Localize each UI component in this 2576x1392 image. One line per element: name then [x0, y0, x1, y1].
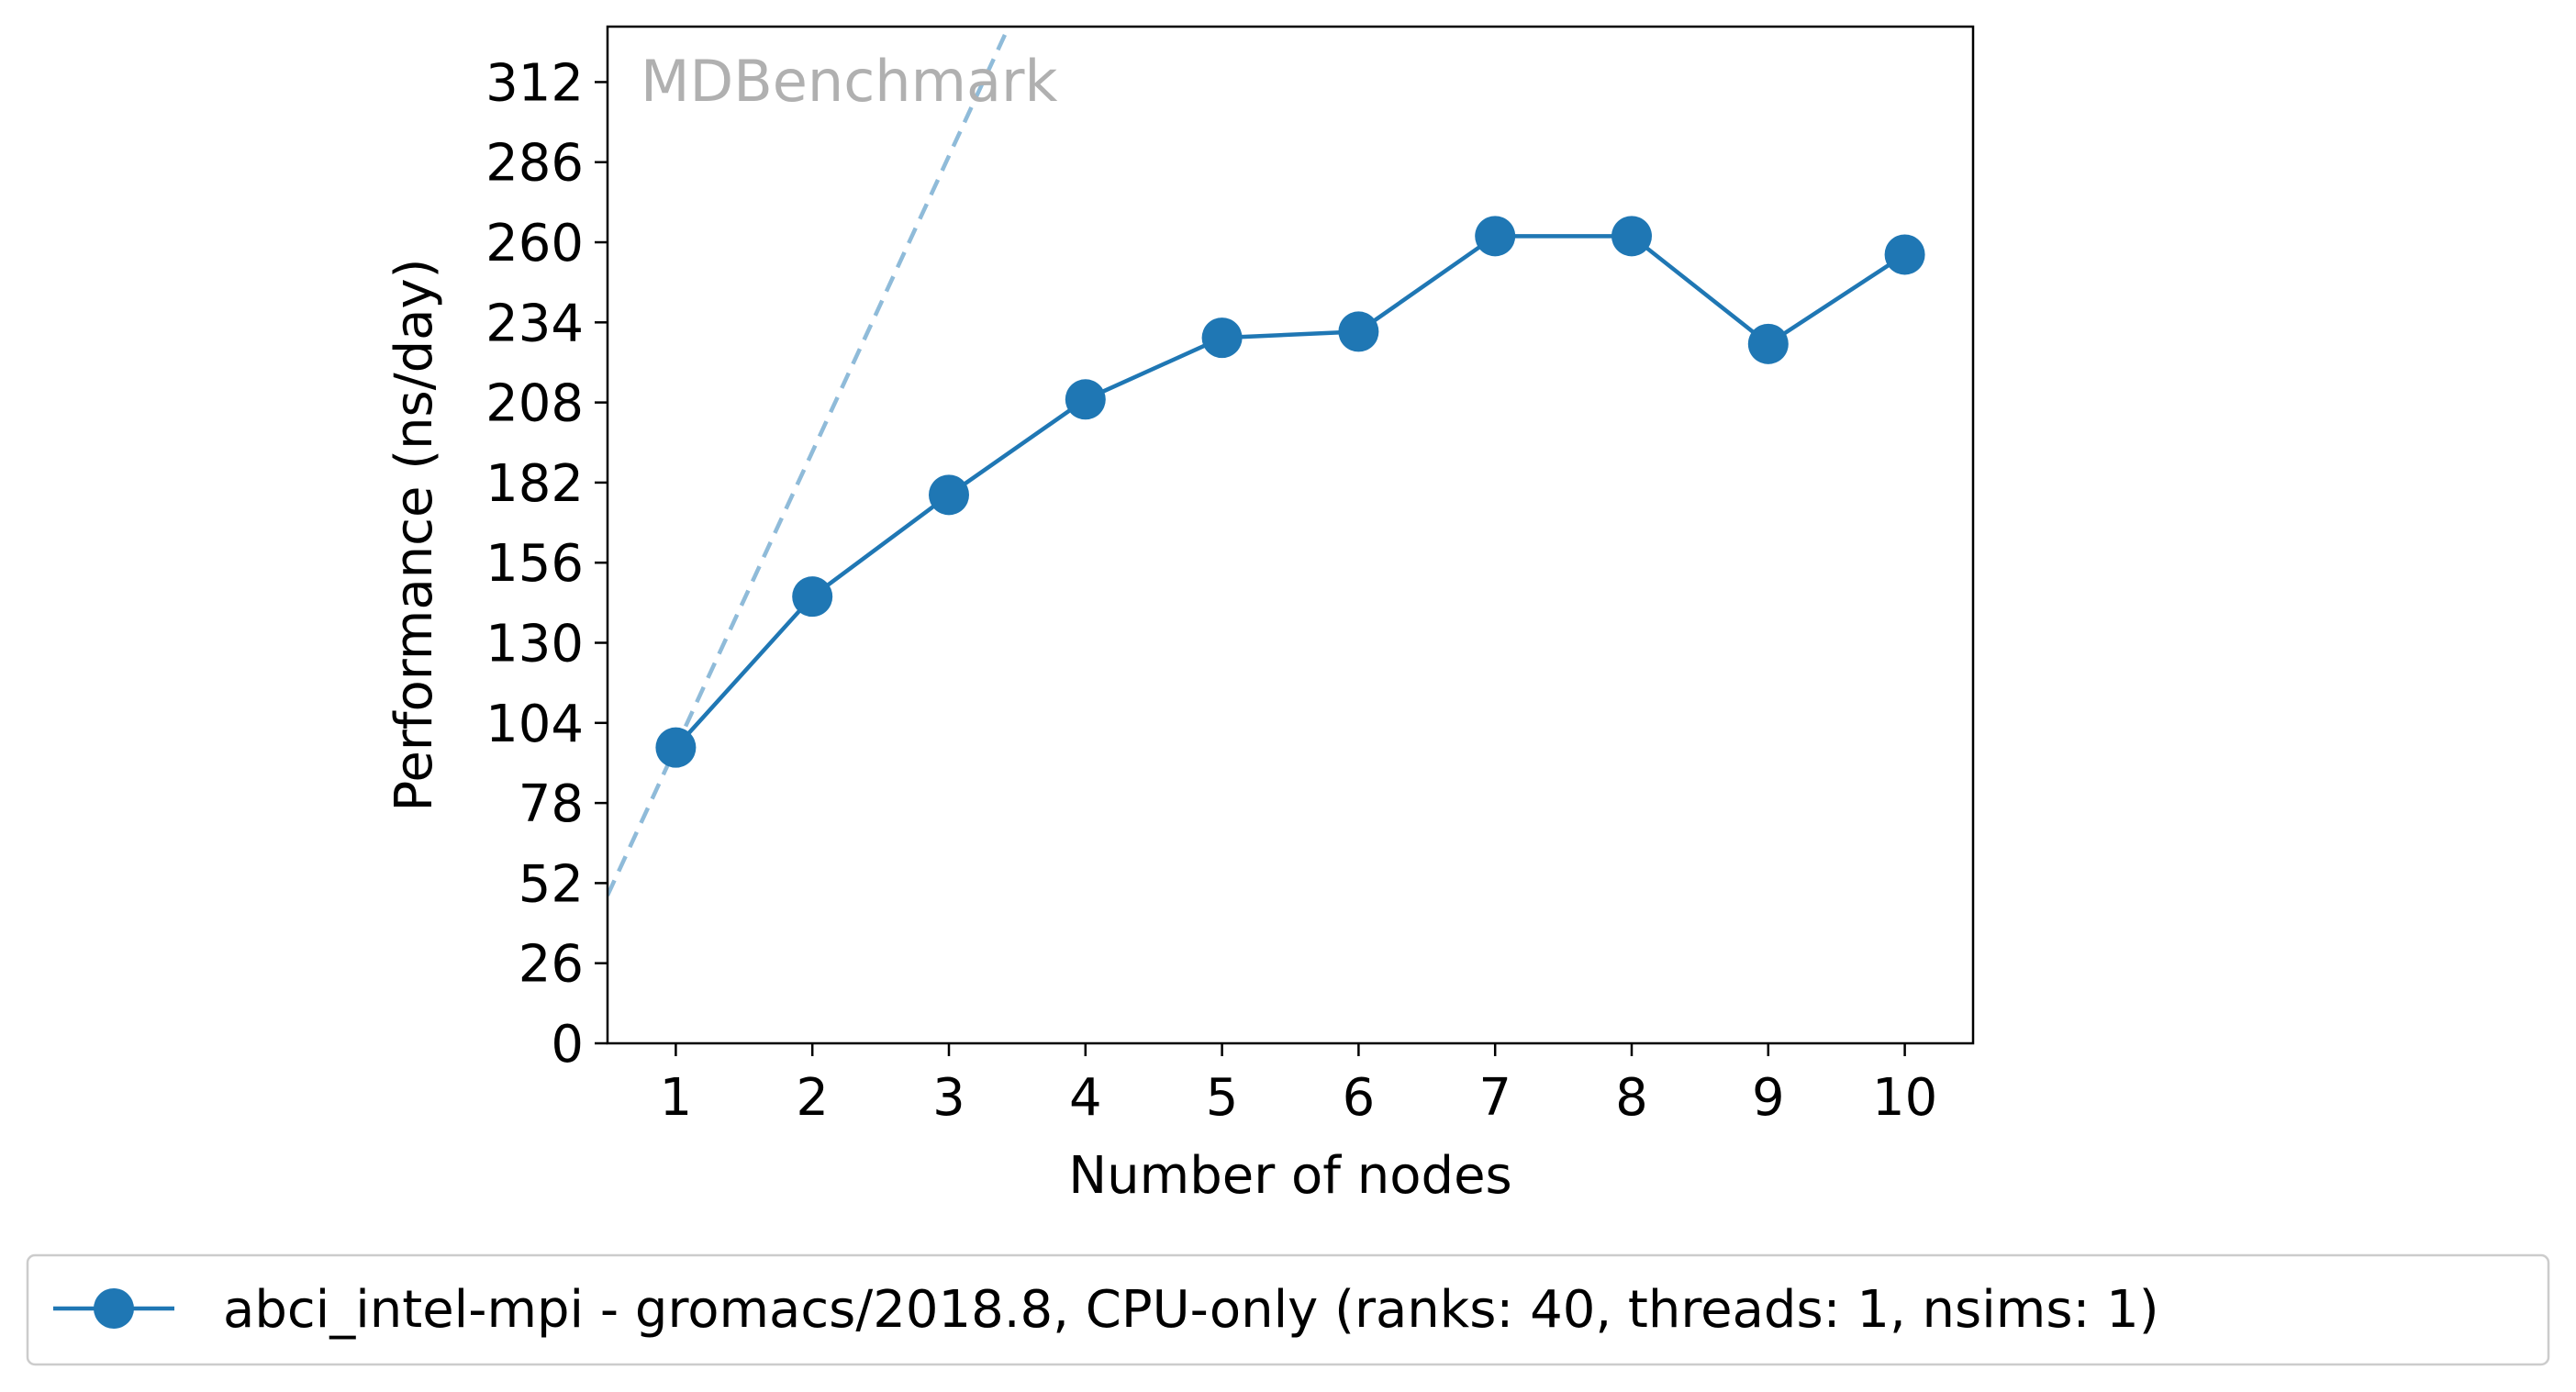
data-point [1338, 311, 1379, 352]
series-line [674, 234, 1906, 750]
y-tick-label: 52 [519, 854, 584, 914]
x-tick-label: 6 [1343, 1068, 1376, 1128]
x-tick-label: 8 [1615, 1068, 1648, 1128]
y-tick-label: 234 [485, 294, 584, 353]
x-tick-label: 1 [660, 1068, 693, 1128]
y-tick-label: 208 [485, 374, 584, 434]
y-tick-label: 182 [485, 454, 584, 514]
data-point [1747, 323, 1789, 364]
x-tick-label: 4 [1069, 1068, 1102, 1128]
y-tick-label: 260 [485, 214, 584, 273]
legend-frame [26, 1253, 2550, 1366]
y-tick-label: 0 [551, 1015, 584, 1075]
x-tick-label: 10 [1872, 1068, 1937, 1128]
legend: abci_intel-mpi - gromacs/2018.8, CPU-onl… [26, 1253, 2550, 1366]
plot-area [608, 27, 1973, 1043]
x-axis-title: Number of nodes [1068, 1146, 1511, 1206]
legend-entry-label: abci_intel-mpi - gromacs/2018.8, CPU-onl… [223, 1280, 2159, 1340]
x-tick-label: 9 [1752, 1068, 1785, 1128]
data-point [1065, 379, 1106, 420]
y-axis-title: Performance (ns/day) [385, 259, 444, 812]
data-point [1475, 216, 1516, 257]
y-tick-label: 78 [519, 774, 584, 834]
x-tick-label: 7 [1478, 1068, 1511, 1128]
chart-watermark: MDBenchmark [641, 48, 1057, 115]
plot-frame [606, 25, 1975, 1045]
data-point [1201, 317, 1243, 359]
y-tick-label: 156 [485, 534, 584, 594]
x-tick-label: 2 [796, 1068, 829, 1128]
legend-marker-swatch [94, 1288, 134, 1329]
data-point [929, 474, 969, 516]
data-point [1611, 216, 1652, 257]
y-tick-label: 104 [485, 695, 584, 754]
data-point [792, 576, 833, 618]
data-point [655, 727, 697, 768]
ideal-scaling-line [608, 27, 1011, 896]
y-tick-label: 312 [485, 53, 584, 113]
data-point [1884, 234, 1925, 275]
y-tick-label: 286 [485, 134, 584, 194]
x-tick-label: 3 [932, 1068, 965, 1128]
x-tick-label: 5 [1206, 1068, 1239, 1128]
y-tick-label: 26 [519, 935, 584, 995]
y-tick-label: 130 [485, 615, 584, 674]
